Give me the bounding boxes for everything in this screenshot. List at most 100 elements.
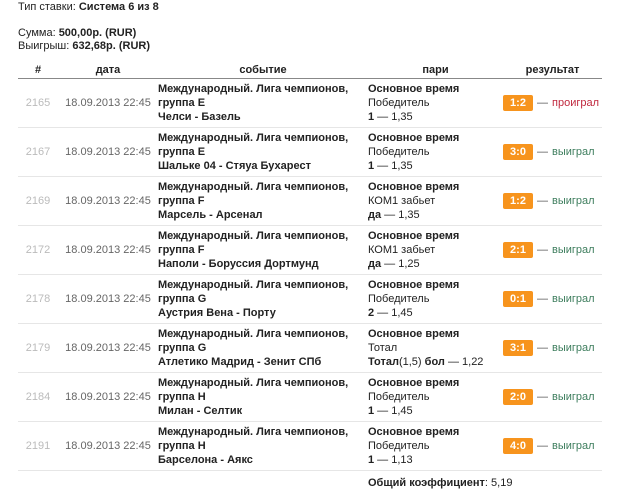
pick: да <box>368 258 382 270</box>
bet: Основное время Победитель 1 — 1,13 <box>368 421 503 471</box>
score-badge: 1:2 <box>503 193 533 209</box>
total-label: Общий коэффициент <box>368 477 485 489</box>
result-status: выиграл <box>552 391 595 403</box>
event-date: 18.09.2013 22:45 <box>58 225 158 275</box>
event: Международный. Лига чемпионов, группа H М… <box>158 372 368 422</box>
pick: Тотал <box>368 356 399 368</box>
col-event: событие <box>158 63 368 79</box>
bet-number: 2165 <box>18 78 58 128</box>
odds: 1,35 <box>391 160 413 172</box>
event: Международный. Лига чемпионов, группа F Н… <box>158 225 368 275</box>
bet-number: 2184 <box>18 372 58 422</box>
col-date: дата <box>58 63 158 79</box>
match: Челси - Базель <box>158 111 241 123</box>
score-badge: 2:0 <box>503 389 533 405</box>
period: Основное время <box>368 230 460 242</box>
col-bet: пари <box>368 63 503 79</box>
event: Международный. Лига чемпионов, группа G А… <box>158 323 368 373</box>
sum-label: Сумма: <box>18 27 56 39</box>
result: 2:0— выиграл <box>503 372 602 422</box>
event-date: 18.09.2013 22:45 <box>58 127 158 177</box>
event: Международный. Лига чемпионов, группа F М… <box>158 176 368 226</box>
bet-type-label: Тип ставки: <box>18 1 76 13</box>
league: Международный. Лига чемпионов, группа F <box>158 181 349 207</box>
result: 1:2— выиграл <box>503 176 602 226</box>
table-row: 2179 18.09.2013 22:45 Международный. Лиг… <box>18 323 602 373</box>
pick: да <box>368 209 382 221</box>
col-num: # <box>18 63 58 79</box>
table-row: 2169 18.09.2013 22:45 Международный. Лиг… <box>18 176 602 226</box>
bet-win: Выигрыш: 632,68р. (RUR) <box>18 40 150 52</box>
bet-sum: Сумма: 500,00р. (RUR) <box>18 27 136 39</box>
match: Барселона - Аякс <box>158 454 253 466</box>
result-status: выиграл <box>552 293 595 305</box>
odds: 1,35 <box>398 209 420 221</box>
odds: 1,25 <box>398 258 420 270</box>
match: Марсель - Арсенал <box>158 209 263 221</box>
col-result: результат <box>503 63 602 79</box>
result: 2:1— выиграл <box>503 225 602 275</box>
match: Милан - Селтик <box>158 405 243 417</box>
league: Международный. Лига чемпионов, группа F <box>158 230 349 256</box>
odds: 1,45 <box>391 405 413 417</box>
period: Основное время <box>368 181 460 193</box>
pick-param: (1,5) <box>398 356 422 368</box>
market: Победитель <box>368 146 430 158</box>
bet-number: 2178 <box>18 274 58 324</box>
event: Международный. Лига чемпионов, группа E Ш… <box>158 127 368 177</box>
sum-value: 500,00р. (RUR) <box>58 27 137 39</box>
event: Международный. Лига чемпионов, группа G А… <box>158 274 368 324</box>
score-badge: 3:1 <box>503 340 533 356</box>
table-row: 2167 18.09.2013 22:45 Международный. Лиг… <box>18 127 602 177</box>
pick: 1 <box>368 111 375 123</box>
event-date: 18.09.2013 22:45 <box>58 421 158 471</box>
score-badge: 1:2 <box>503 95 533 111</box>
result-status: выиграл <box>552 146 595 158</box>
pick: 2 <box>368 307 375 319</box>
league: Международный. Лига чемпионов, группа H <box>158 377 349 403</box>
market: КОМ1 забьет <box>368 195 436 207</box>
period: Основное время <box>368 83 460 95</box>
result: 0:1— выиграл <box>503 274 602 324</box>
market: Победитель <box>368 440 430 452</box>
score-badge: 3:0 <box>503 144 533 160</box>
market: Победитель <box>368 293 430 305</box>
bet: Основное время Тотал Тотал(1,5) бол — 1,22 <box>368 323 503 373</box>
period: Основное время <box>368 132 460 144</box>
match: Наполи - Боруссия Дортмунд <box>158 258 319 270</box>
result: 1:2— проиграл <box>503 78 602 128</box>
table-row: 2184 18.09.2013 22:45 Международный. Лиг… <box>18 372 602 422</box>
pick: 1 <box>368 160 375 172</box>
bet-number: 2169 <box>18 176 58 226</box>
result-status: выиграл <box>552 440 595 452</box>
table-row: 2191 18.09.2013 22:45 Международный. Лиг… <box>18 421 602 471</box>
market: Победитель <box>368 97 430 109</box>
total-odds: Общий коэффициент: 5,19 <box>368 477 513 489</box>
match: Шальке 04 - Стяуа Бухарест <box>158 160 311 172</box>
league: Международный. Лига чемпионов, группа G <box>158 328 349 354</box>
period: Основное время <box>368 279 460 291</box>
odds: 1,35 <box>391 111 413 123</box>
bet-number: 2179 <box>18 323 58 373</box>
result: 3:0— выиграл <box>503 127 602 177</box>
bet-number: 2167 <box>18 127 58 177</box>
score-badge: 2:1 <box>503 242 533 258</box>
table-row: 2172 18.09.2013 22:45 Международный. Лиг… <box>18 225 602 275</box>
match: Аустрия Вена - Порту <box>158 307 276 319</box>
event-date: 18.09.2013 22:45 <box>58 176 158 226</box>
bet: Основное время Победитель 1 — 1,35 <box>368 127 503 177</box>
market: КОМ1 забьет <box>368 244 436 256</box>
event: Международный. Лига чемпионов, группа E Ч… <box>158 78 368 128</box>
period: Основное время <box>368 328 460 340</box>
event-date: 18.09.2013 22:45 <box>58 274 158 324</box>
league: Международный. Лига чемпионов, группа E <box>158 83 349 109</box>
win-value: 632,68р. (RUR) <box>72 40 151 52</box>
event-date: 18.09.2013 22:45 <box>58 78 158 128</box>
bet-number: 2172 <box>18 225 58 275</box>
result-status: выиграл <box>552 195 595 207</box>
event: Международный. Лига чемпионов, группа H Б… <box>158 421 368 471</box>
table-row: 2178 18.09.2013 22:45 Международный. Лиг… <box>18 274 602 324</box>
pick: 1 <box>368 405 375 417</box>
win-label: Выигрыш: <box>18 40 70 52</box>
result-status: проиграл <box>552 97 600 109</box>
